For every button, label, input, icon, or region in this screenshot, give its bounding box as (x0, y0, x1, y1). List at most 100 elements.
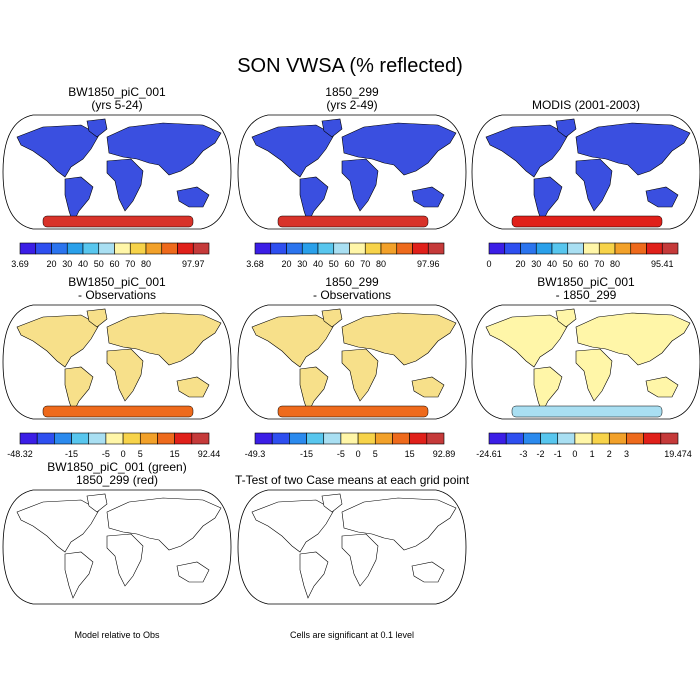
panel-note: Cells are significant at 0.1 level (290, 630, 414, 640)
colorbar-label: 2 (607, 449, 612, 459)
colorbar-label: 95.41 (651, 259, 674, 269)
panel: BW1850_piC_001- 1850_299 -24.61 -3 -2 -1 0 1 2 3… (471, 275, 700, 459)
map (237, 304, 467, 420)
colorbar-label: 70 (594, 259, 604, 269)
colorbar-box (396, 242, 413, 255)
cell (229, 513, 232, 516)
colorbar-label: 30 (62, 259, 72, 269)
cell (2, 589, 5, 592)
cell (2, 489, 5, 492)
figure-title: SON VWSA (% reflected) (237, 55, 463, 77)
colorbar-box (427, 242, 445, 255)
colorbar-box (567, 242, 584, 255)
colorbar-box (412, 242, 429, 255)
colorbar-box (306, 432, 325, 445)
map (2, 489, 232, 605)
colorbar-box (323, 432, 342, 445)
colorbar-box (145, 242, 163, 255)
colorbar-box (254, 242, 272, 255)
colorbar-label: 40 (313, 259, 323, 269)
colorbar-box (598, 242, 616, 255)
colorbar-box (608, 432, 627, 445)
colorbar-box (36, 432, 55, 445)
cell (240, 495, 243, 498)
panel-title: 1850_299 (325, 85, 379, 99)
panel: MODIS (2001-2003) 0 20 30 40 50 60 70 80 95.41 (471, 98, 700, 269)
colorbar-label: 3.69 (11, 259, 29, 269)
colorbar-label: 60 (344, 259, 354, 269)
panel-title: T-Test of two Case means at each grid po… (235, 473, 470, 487)
panel-title: BW1850_piC_001 (537, 275, 635, 289)
antarctica (511, 215, 663, 228)
antarctica (511, 405, 663, 418)
colorbar-label: -48.32 (7, 449, 33, 459)
colorbar-box (191, 432, 210, 445)
cell (21, 489, 24, 492)
colorbar-box (392, 432, 410, 445)
panel-note: Model relative to Obs (74, 630, 160, 640)
panel-title: - Observations (313, 288, 391, 302)
cell (211, 494, 216, 495)
colorbar-box (270, 242, 287, 255)
colorbar-label: 5 (138, 449, 143, 459)
colorbar-box (54, 432, 72, 445)
colorbar-label: 80 (141, 259, 151, 269)
colorbar-box (122, 432, 141, 445)
colorbar-box (333, 242, 350, 255)
panel-title: - 1850_299 (556, 288, 617, 302)
colorbar-label: 97.96 (417, 259, 440, 269)
colorbar-label: 20 (46, 259, 56, 269)
colorbar-label: 40 (547, 259, 557, 269)
colorbar-label: 60 (578, 259, 588, 269)
colorbar-box (254, 432, 273, 445)
colorbar-box (317, 242, 335, 255)
colorbar-box (523, 432, 541, 445)
cell (238, 595, 241, 598)
antarctica (42, 405, 194, 418)
colorbar-label: 1 (590, 449, 595, 459)
cell (10, 500, 13, 503)
colorbar-box (88, 432, 107, 445)
colorbar-box (661, 242, 679, 255)
colorbar-box (357, 432, 376, 445)
colorbar-box (660, 432, 679, 445)
colorbar-box (157, 432, 175, 445)
colorbar-box (98, 242, 115, 255)
colorbar-box (488, 242, 506, 255)
colorbar-box (161, 242, 178, 255)
colorbar-label: 97.97 (182, 259, 205, 269)
colorbar-box (643, 432, 662, 445)
panel-title: (yrs 5-24) (91, 98, 142, 112)
cell (218, 494, 221, 499)
panel-title: BW1850_piC_001 (68, 275, 166, 289)
colorbar-box (504, 242, 521, 255)
colorbar-label: 80 (376, 259, 386, 269)
cell (228, 511, 231, 514)
cell (454, 593, 456, 598)
cell (446, 494, 451, 495)
panel: 1850_299- Observations -49.3 -15 -5 0 5 15 92.8… (237, 275, 467, 459)
colorbar-label: 5 (373, 449, 378, 459)
colorbar-label: -24.61 (476, 449, 502, 459)
colorbar-box (105, 432, 124, 445)
colorbar-box (488, 432, 507, 445)
colorbar-box (271, 432, 290, 445)
colorbar-label: 0 (121, 449, 126, 459)
colorbar-label: 15 (170, 449, 180, 459)
colorbar-box (557, 432, 576, 445)
colorbar-box (139, 432, 158, 445)
panel-title: 1850_299 (red) (76, 473, 158, 487)
map (471, 114, 700, 230)
antarctica (277, 215, 429, 228)
panel: BW1850_piC_001(yrs 5-24) 3.69 20 30 40 50 60 70… (2, 85, 232, 269)
colorbar-box (177, 242, 194, 255)
colorbar-label: 30 (531, 259, 541, 269)
colorbar-box (646, 242, 663, 255)
colorbar-label: 50 (329, 259, 339, 269)
panel-title: BW1850_piC_001 (68, 85, 166, 99)
colorbar-label: -5 (102, 449, 110, 459)
panel-title: (yrs 2-49) (326, 98, 377, 112)
panel: BW1850_piC_001 (green)1850_299 (red) Mode… (2, 460, 232, 640)
colorbar-box (19, 432, 38, 445)
colorbar-label: 20 (281, 259, 291, 269)
